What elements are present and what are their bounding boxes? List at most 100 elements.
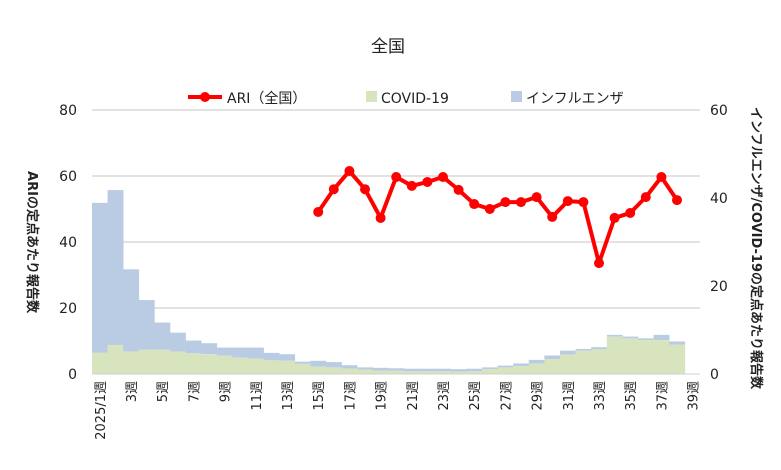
ari-line	[316, 169, 679, 266]
influenza-bar	[513, 363, 530, 367]
influenza-bar	[638, 338, 654, 341]
y-left-tick-label: 80	[59, 103, 77, 119]
influenza-bar	[669, 341, 686, 345]
x-tick-label: 21週	[406, 381, 421, 411]
covid-bar	[310, 366, 327, 374]
influenza-bar	[201, 343, 218, 355]
x-tick-label: 11週	[250, 381, 265, 411]
influenza-bar	[372, 367, 389, 371]
covid-bar	[294, 363, 311, 374]
x-tick-label: 2025/1週	[94, 381, 109, 440]
influenza-bar	[497, 365, 514, 368]
ari-point	[625, 207, 636, 218]
influenza-bar	[341, 365, 358, 369]
y-right-tick-label: 20	[710, 279, 728, 295]
ari-point	[500, 197, 511, 208]
ari-point	[516, 197, 526, 208]
ari-point	[562, 196, 573, 207]
covid-bar	[482, 369, 498, 374]
x-tick-label: 35週	[624, 381, 639, 411]
covid-bar	[450, 371, 467, 374]
influenza-bar	[622, 336, 639, 339]
ari-point	[313, 206, 324, 217]
legend-item-influenza[interactable]: インフルエンザ	[511, 91, 624, 107]
stacked-areas	[92, 190, 686, 374]
influenza-bar	[326, 362, 342, 368]
x-tick-label: 29週	[531, 381, 546, 411]
y-axis-right-ticks: 0 20 40 60	[710, 103, 728, 383]
influenza-bar	[560, 350, 576, 355]
y-axis-right-label: インフルエンザ/COVID-19の定点あたり報告数	[748, 107, 764, 390]
covid-bar	[404, 371, 420, 374]
covid-bar	[669, 344, 686, 374]
covid-bar	[326, 367, 342, 374]
ari-point	[531, 192, 542, 203]
y-axis-left-label: ARIの定点あたり報告数	[24, 171, 40, 314]
ari-point	[609, 212, 620, 223]
covid-bar	[357, 369, 374, 374]
covid-bar	[216, 355, 233, 374]
chart-title: 全国	[371, 37, 405, 57]
y-axis-left-ticks: 0 20 40 60 80	[59, 103, 77, 383]
covid-bar	[528, 363, 545, 374]
influenza-bar	[154, 322, 171, 350]
covid-bar	[575, 350, 592, 374]
covid-bar	[560, 354, 576, 374]
legend-item-ari[interactable]: ARI（全国）	[188, 90, 306, 107]
y-left-tick-label: 60	[59, 169, 77, 185]
ari-point	[469, 199, 480, 210]
ari-point	[328, 184, 339, 195]
influenza-bar	[170, 332, 186, 352]
covid-bar	[232, 357, 249, 374]
y-right-tick-label: 0	[710, 367, 719, 383]
influenza-bar	[92, 202, 108, 353]
legend-influenza-swatch	[511, 91, 522, 102]
influenza-bar	[466, 368, 483, 372]
ari-series	[313, 166, 682, 269]
ari-point	[578, 197, 589, 208]
influenza-bar	[575, 348, 592, 351]
covid-bar	[154, 349, 171, 374]
influenza-bar	[419, 368, 436, 372]
covid-bar	[279, 360, 296, 374]
covid-bar	[92, 352, 108, 374]
y-left-tick-label: 0	[68, 367, 77, 383]
legend-covid-swatch	[366, 91, 377, 102]
x-tick-label: 37週	[655, 381, 670, 411]
covid-bar	[123, 351, 140, 374]
x-tick-label: 25週	[468, 381, 483, 411]
x-tick-label: 3週	[125, 381, 140, 402]
influenza-bar	[388, 368, 405, 371]
legend-ari-marker	[200, 92, 210, 102]
covid-bar	[497, 367, 514, 374]
covid-bar	[513, 366, 530, 374]
ari-point	[484, 204, 495, 214]
ari-point	[656, 171, 667, 182]
legend-ari-label: ARI（全国）	[227, 90, 306, 107]
influenza-bar	[138, 300, 155, 350]
x-tick-label: 19週	[375, 381, 390, 411]
ari-point	[672, 195, 682, 206]
influenza-bar	[294, 361, 311, 364]
x-tick-label: 15週	[312, 381, 327, 411]
x-tick-label: 27週	[499, 381, 514, 411]
x-tick-label: 9週	[219, 381, 234, 402]
legend: ARI（全国） COVID-19 インフルエンザ	[188, 90, 624, 107]
ari-point	[438, 171, 448, 182]
influenza-bar	[216, 347, 233, 356]
influenza-bar	[357, 367, 374, 370]
y-left-tick-label: 20	[59, 301, 77, 317]
legend-item-covid[interactable]: COVID-19	[366, 91, 449, 107]
covid-bar	[622, 338, 639, 374]
influenza-bar	[450, 369, 467, 372]
covid-bar	[138, 349, 155, 374]
ari-point	[640, 192, 651, 203]
ari-point	[360, 184, 370, 195]
ari-point	[594, 258, 604, 269]
covid-bar	[638, 340, 654, 374]
y-right-tick-label: 40	[710, 191, 728, 207]
influenza-bar	[123, 269, 140, 352]
covid-bar	[263, 360, 280, 374]
covid-bar	[606, 336, 623, 374]
